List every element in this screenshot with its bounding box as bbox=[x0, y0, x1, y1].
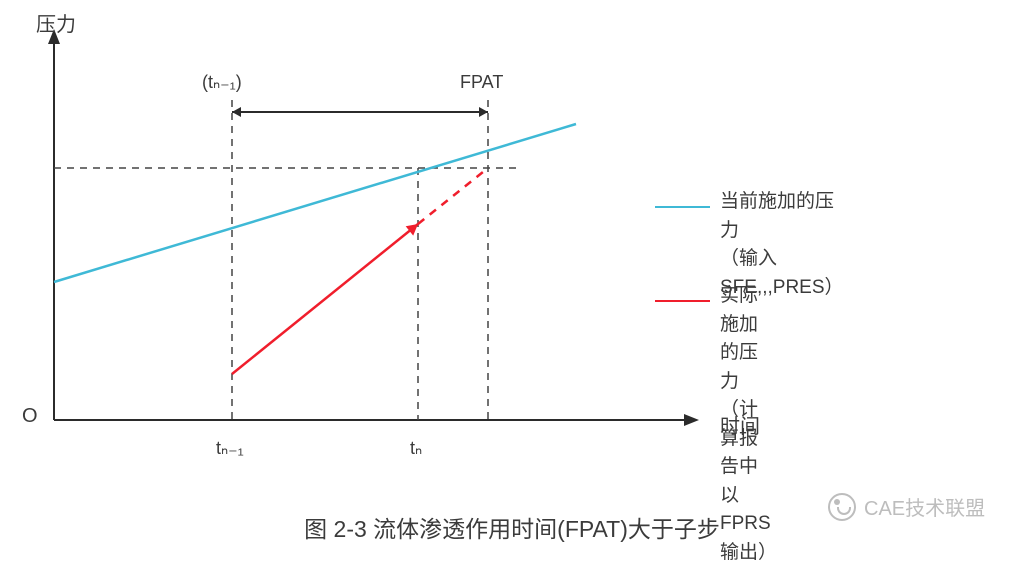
span-arrow bbox=[232, 107, 488, 117]
tick-label-t-prev: tₙ₋₁ bbox=[216, 438, 244, 459]
data-lines bbox=[54, 124, 576, 374]
origin-label: O bbox=[22, 405, 38, 428]
watermark: CAE技术联盟 bbox=[828, 492, 985, 521]
tick-label-t-n: tₙ bbox=[410, 438, 422, 459]
legend-line1-text1: 当前施加的压力 bbox=[720, 191, 834, 241]
legend-line-icon bbox=[655, 300, 710, 302]
top-label-t-prev: (tₙ₋₁) bbox=[202, 72, 242, 93]
legend-line2-text1: 实际施加的压力 bbox=[720, 285, 758, 392]
wechat-icon bbox=[828, 493, 856, 521]
top-label-fpat: FPAT bbox=[460, 72, 503, 93]
y-axis-label: 压力 bbox=[36, 8, 76, 37]
axes bbox=[48, 29, 699, 426]
chart-svg bbox=[0, 0, 1024, 561]
legend-line-icon bbox=[655, 206, 710, 208]
watermark-text: CAE技术联盟 bbox=[864, 492, 985, 521]
